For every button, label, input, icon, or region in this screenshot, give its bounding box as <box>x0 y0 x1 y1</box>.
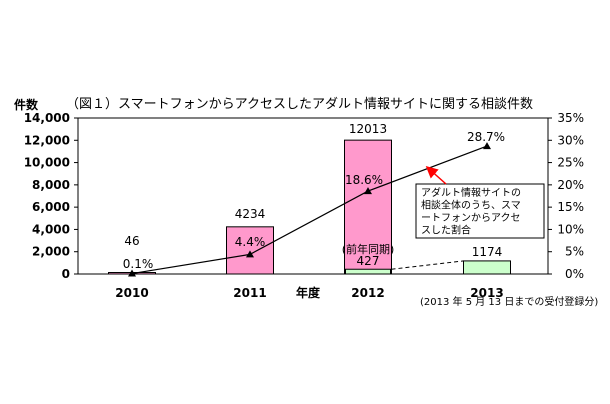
y-tick-label: 0 <box>62 267 70 281</box>
x-tick-label: 2013 <box>470 286 503 300</box>
bar-value-label: 4234 <box>235 207 266 221</box>
y2-tick-label: 15% <box>557 200 584 214</box>
share-point <box>364 187 372 195</box>
annotation-box <box>415 183 545 239</box>
share-point <box>246 250 254 258</box>
x-tick-label: 2011 <box>233 286 266 300</box>
y2-tick-label: 20% <box>557 178 584 192</box>
share-value-label: 4.4% <box>235 235 266 249</box>
bar-value-label: 46 <box>124 234 139 248</box>
y-tick-label: 8,000 <box>32 178 70 192</box>
plot-frame <box>77 117 549 275</box>
y2-tick-label: 10% <box>557 222 584 236</box>
annotation-text: ートフォンからアクセ <box>421 212 521 224</box>
share-point <box>128 269 136 277</box>
inset-caption: (前年同期) <box>342 242 395 256</box>
inset-value-label: 427 <box>357 254 380 268</box>
y-tick-label: 4,000 <box>32 222 70 236</box>
y-tick-label: 2,000 <box>32 245 70 259</box>
footnote: (2013 年 5 月 13 日までの受付登録分) <box>420 295 598 308</box>
share-value-label: 0.1% <box>123 257 154 271</box>
bar-value-label: 1174 <box>472 245 503 259</box>
y-tick-label: 6,000 <box>32 200 70 214</box>
y-tick-label: 10,000 <box>24 156 70 170</box>
bar <box>344 139 392 275</box>
y2-tick-label: 30% <box>557 133 584 147</box>
chart-title: （図１）スマートフォンからアクセスしたアダルト情報サイトに関する相談件数 <box>66 96 533 112</box>
bar-value-label: 12013 <box>349 122 387 136</box>
annotation-text: アダルト情報サイトの <box>421 186 521 199</box>
share-value-label: 28.7% <box>467 130 505 144</box>
inset-bar <box>345 268 391 275</box>
y-tick-label: 14,000 <box>24 111 70 125</box>
x-tick-label: 2010 <box>115 286 148 300</box>
x-axis-label: 年度 <box>296 285 321 300</box>
bar <box>463 260 511 275</box>
share-value-label: 18.6% <box>345 173 383 187</box>
comparison-connector <box>391 260 464 270</box>
y2-tick-label: 35% <box>557 111 584 125</box>
y-tick-label: 12,000 <box>24 133 70 147</box>
x-tick-label: 2012 <box>351 286 384 300</box>
y2-tick-label: 0% <box>565 267 584 281</box>
y-axis-label: 件数 <box>14 97 39 112</box>
y2-tick-label: 25% <box>557 156 584 170</box>
annotation-arrow <box>425 166 447 185</box>
y2-tick-label: 5% <box>565 245 584 259</box>
share-point <box>483 142 491 150</box>
annotation-text: 相談全体のうち、スマ <box>421 199 521 212</box>
annotation-text: スした割合 <box>421 224 471 237</box>
